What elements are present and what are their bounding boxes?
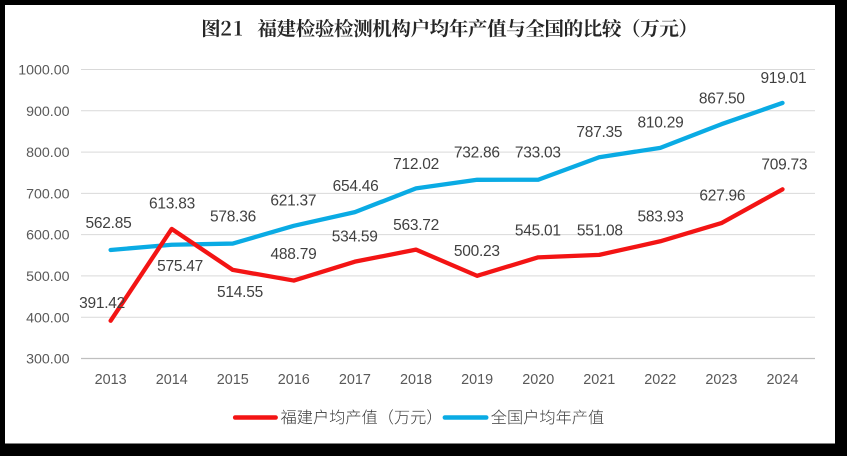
svg-text:2019: 2019 [461,372,493,388]
svg-text:583.93: 583.93 [638,208,684,225]
svg-text:534.59: 534.59 [332,229,378,246]
svg-text:2022: 2022 [644,372,676,388]
svg-text:712.02: 712.02 [393,156,439,173]
svg-text:919.01: 919.01 [760,70,806,87]
svg-text:2021: 2021 [583,372,615,388]
svg-text:733.03: 733.03 [515,145,561,162]
svg-text:732.86: 732.86 [454,145,500,162]
svg-text:2014: 2014 [156,372,188,388]
svg-text:2015: 2015 [217,372,249,388]
svg-text:2017: 2017 [339,372,371,388]
svg-text:400.00: 400.00 [26,310,70,326]
svg-text:562.85: 562.85 [86,215,132,232]
svg-text:2013: 2013 [95,372,127,388]
svg-text:500.00: 500.00 [26,269,70,285]
svg-text:551.08: 551.08 [577,223,623,240]
svg-text:2016: 2016 [278,372,310,388]
svg-text:654.46: 654.46 [333,178,379,195]
svg-text:700.00: 700.00 [26,187,70,203]
svg-text:514.55: 514.55 [217,284,263,301]
svg-text:2024: 2024 [766,372,798,388]
svg-text:300.00: 300.00 [26,352,70,368]
svg-text:2018: 2018 [400,372,432,388]
svg-text:621.37: 621.37 [270,192,316,209]
svg-text:800.00: 800.00 [26,145,70,161]
svg-text:2020: 2020 [522,372,554,388]
svg-text:578.36: 578.36 [210,209,256,226]
svg-text:391.42: 391.42 [79,295,125,312]
svg-text:900.00: 900.00 [26,104,70,120]
svg-text:575.47: 575.47 [157,258,203,275]
svg-text:810.29: 810.29 [638,114,684,131]
svg-text:563.72: 563.72 [393,217,439,234]
svg-text:488.79: 488.79 [271,246,317,263]
svg-text:613.83: 613.83 [149,195,195,212]
svg-text:867.50: 867.50 [699,90,746,107]
svg-text:1000.00: 1000.00 [18,63,69,79]
svg-text:600.00: 600.00 [26,228,70,244]
svg-text:709.73: 709.73 [761,156,807,173]
svg-text:545.01: 545.01 [515,223,561,240]
svg-text:787.35: 787.35 [576,124,622,141]
svg-text:627.96: 627.96 [699,188,745,205]
svg-text:500.23: 500.23 [454,243,500,260]
svg-text:2023: 2023 [705,372,737,388]
